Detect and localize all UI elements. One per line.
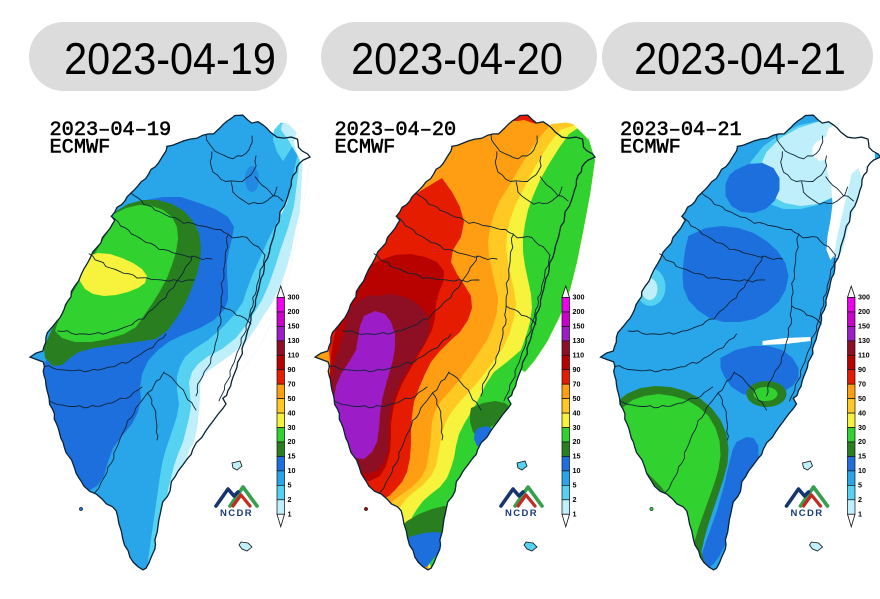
svg-text:2023-04-21: 2023-04-21 xyxy=(634,35,846,85)
svg-text:2023–04–19: 2023–04–19 xyxy=(50,119,172,142)
svg-text:2023-04-19: 2023-04-19 xyxy=(64,35,276,85)
svg-text:2023–04–20: 2023–04–20 xyxy=(335,119,457,142)
svg-text:2023–04–21: 2023–04–21 xyxy=(620,119,742,142)
svg-text:ECMWF: ECMWF xyxy=(50,137,111,160)
svg-text:2023-04-20: 2023-04-20 xyxy=(351,35,563,85)
svg-text:ECMWF: ECMWF xyxy=(335,137,396,160)
svg-text:ECMWF: ECMWF xyxy=(620,137,681,160)
